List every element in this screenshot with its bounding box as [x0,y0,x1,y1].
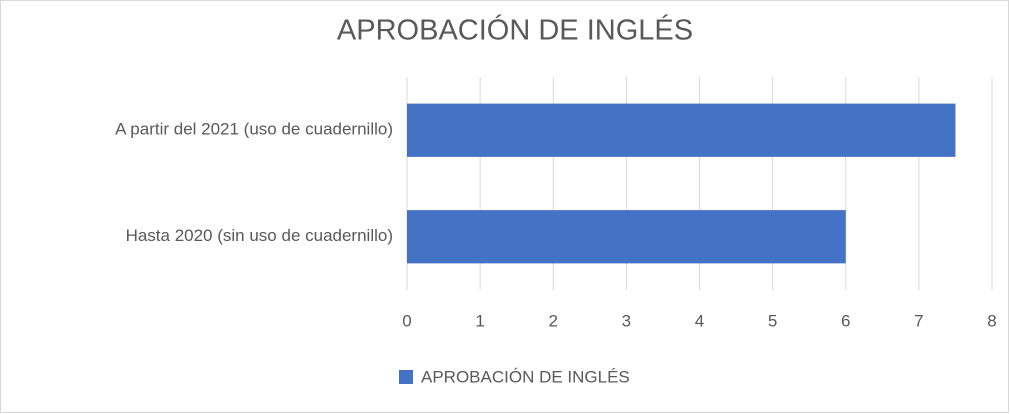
x-tick-label: 7 [914,311,923,330]
bar [407,210,846,264]
x-tick-label: 6 [841,311,850,330]
legend-label: APROBACIÓN DE INGLÉS [421,367,630,386]
x-tick-label: 0 [402,311,411,330]
chart-title: APROBACIÓN DE INGLÉS [337,14,693,47]
bar [407,103,956,157]
x-tick-label: 1 [475,311,484,330]
y-tick-label: A partir del 2021 (uso de cuadernillo) [115,120,393,139]
x-tick-label: 5 [768,311,777,330]
x-tick-label: 2 [549,311,558,330]
x-tick-label: 3 [622,311,631,330]
x-tick-label: 4 [695,311,704,330]
legend-swatch [399,370,413,384]
y-tick-label: Hasta 2020 (sin uso de cuadernillo) [126,226,393,245]
x-tick-label: 8 [987,311,996,330]
